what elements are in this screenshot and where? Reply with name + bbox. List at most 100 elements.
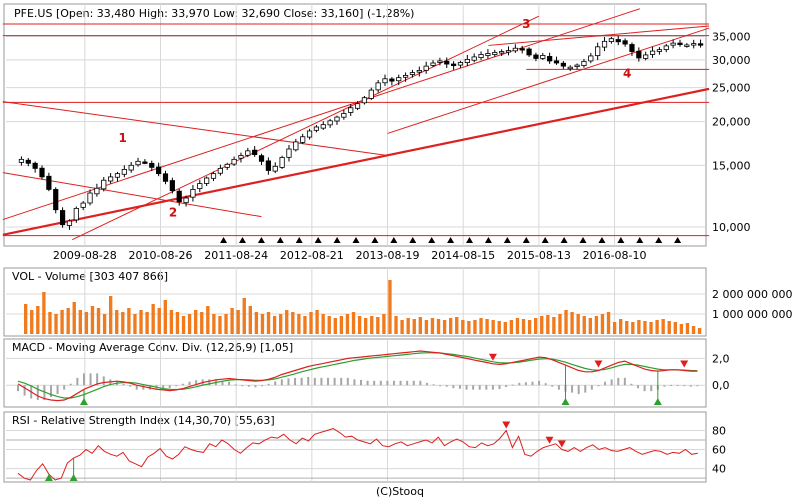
signal-marker	[390, 237, 398, 243]
volume-bar	[376, 317, 380, 334]
volume-bar	[36, 306, 40, 334]
candle-body	[217, 167, 223, 174]
macd-histogram-bar	[320, 377, 323, 386]
macd-histogram-bar	[102, 376, 105, 386]
macd-histogram-bar	[300, 377, 303, 386]
volume-bar	[297, 314, 301, 334]
macd-histogram-bar	[491, 385, 494, 390]
candle-body	[416, 70, 422, 73]
signal-marker	[598, 237, 606, 243]
price-panel: 35,000 30,000 25,000 20,000 15,000 10,000 2009…	[2, 4, 751, 482]
candle-body	[697, 43, 704, 46]
macd-histogram-bar	[670, 384, 673, 386]
macd-histogram-bar	[577, 385, 580, 395]
candle-body	[547, 56, 553, 62]
price-y-tick-label: 25,000	[712, 82, 751, 95]
candle-body	[643, 54, 649, 59]
macd-histogram-bar	[353, 379, 356, 386]
price-x-tick-label: 2011-08-24	[204, 249, 268, 262]
macd-histogram-bar	[56, 385, 59, 395]
volume-bar	[412, 319, 416, 334]
volume-bar	[187, 314, 192, 334]
volume-bar	[564, 310, 568, 334]
volume-bar	[236, 310, 240, 334]
macd-histogram-bar	[76, 377, 79, 386]
candle-body	[649, 50, 656, 55]
candle-body	[629, 44, 635, 52]
macd-y-tick-label: 2,0	[712, 352, 730, 365]
macd-histogram-bar	[478, 385, 481, 390]
macd-y-tick-label: 0,0	[712, 379, 730, 392]
volume-panel: 2 000 000 000 1 000 000 000	[6, 280, 792, 334]
trend-line	[2, 87, 710, 236]
macd-histogram-bar	[445, 385, 448, 387]
volume-bar	[206, 306, 210, 334]
volume-bar	[552, 317, 556, 334]
footer-credit: (C)Stooq	[376, 485, 424, 498]
macd-histogram-bar	[122, 383, 125, 386]
candle-body	[677, 42, 683, 45]
trend-line	[72, 15, 540, 241]
rsi-y-tick-label: 80	[712, 424, 726, 437]
candle-body	[402, 74, 409, 78]
price-chart-title: PFE.US [Open: 33,480 High: 33,970 Low: 3…	[14, 7, 414, 20]
macd-histogram-bar	[247, 385, 250, 387]
volume-bar	[285, 310, 289, 334]
macd-histogram-bar	[274, 381, 277, 386]
macd-histogram-bar	[571, 385, 574, 393]
volume-bar	[503, 322, 507, 334]
volume-bar	[473, 320, 477, 334]
volume-y-tick-label: 2 000 000 000	[712, 288, 792, 301]
volume-bar	[637, 320, 641, 334]
candle-body	[430, 62, 436, 66]
macd-histogram-bar	[366, 380, 369, 386]
candle-body	[327, 120, 333, 126]
candle-body	[245, 150, 251, 156]
volume-bar	[655, 320, 659, 334]
candle-body	[252, 149, 258, 155]
trend-line	[2, 172, 262, 218]
volume-bar	[619, 319, 623, 334]
candle-body	[32, 162, 38, 169]
rsi-buy-marker	[69, 474, 78, 481]
candle-body	[121, 169, 127, 175]
candle-body	[670, 42, 676, 46]
volume-bar	[248, 306, 252, 334]
trend-line	[488, 25, 710, 46]
macd-buy-marker	[79, 398, 88, 405]
volume-bar	[163, 300, 167, 334]
volume-bar	[279, 314, 283, 334]
trend-line	[2, 101, 388, 157]
volume-bar	[673, 322, 677, 334]
macd-histogram-bar	[63, 385, 66, 390]
candle-body	[293, 141, 299, 151]
candle-body	[608, 38, 614, 42]
volume-bar	[90, 306, 95, 334]
volume-bar	[588, 318, 592, 334]
candle-body	[382, 78, 388, 84]
candle-body	[663, 45, 669, 50]
price-y-tick-label: 20,000	[712, 116, 751, 129]
macd-histogram-bar	[333, 377, 336, 386]
candle-body	[258, 155, 265, 162]
volume-bar	[321, 314, 325, 334]
panel-frame-2	[3, 338, 707, 408]
candle-body	[581, 61, 587, 66]
volume-bar	[649, 322, 653, 334]
macd-histogram-bar	[643, 385, 646, 392]
candle-body	[204, 177, 210, 184]
candle-body	[320, 124, 326, 129]
candle-body	[59, 210, 66, 226]
signal-marker	[484, 237, 492, 243]
candle-body	[348, 107, 354, 113]
candle-body	[588, 55, 594, 62]
candle-body	[485, 53, 491, 56]
signal-marker	[314, 237, 322, 243]
volume-bar	[485, 319, 489, 334]
candle-body	[114, 173, 121, 178]
macd-histogram-bar	[590, 385, 593, 390]
volume-bar	[127, 308, 131, 334]
volume-bar	[582, 316, 586, 334]
volume-bar	[491, 320, 495, 334]
volume-bar	[157, 308, 161, 334]
